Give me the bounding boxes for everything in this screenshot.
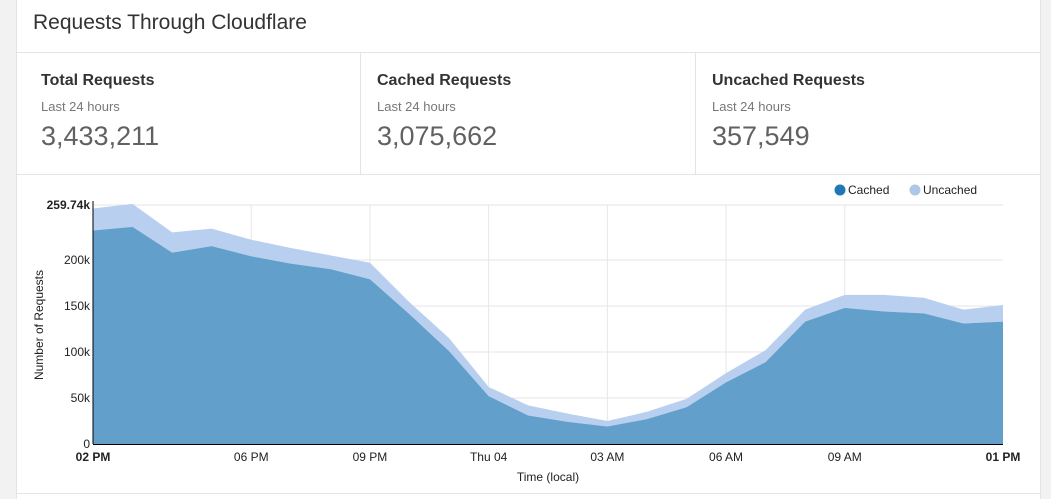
stat-total-requests: Total Requests Last 24 hours 3,433,211 xyxy=(17,53,361,174)
stat-period: Last 24 hours xyxy=(377,99,456,114)
uncached-area xyxy=(93,203,1003,427)
x-tick-label: 09 PM xyxy=(353,450,388,464)
y-tick-label: 150k xyxy=(64,299,91,313)
stat-label: Uncached Requests xyxy=(712,72,865,89)
panel-header: Requests Through Cloudflare xyxy=(17,0,1040,53)
x-axis-label: Time (local) xyxy=(517,470,579,484)
x-tick-label: 06 AM xyxy=(709,450,743,464)
x-tick-label: 03 AM xyxy=(590,450,624,464)
stat-value: 3,075,662 xyxy=(377,121,498,151)
x-tick-label: 01 PM xyxy=(986,450,1021,464)
y-tick-label: 259.74k xyxy=(47,198,91,212)
stat-period: Last 24 hours xyxy=(712,99,791,114)
panel-footer-divider xyxy=(17,493,1040,494)
legend-swatch-cached xyxy=(834,184,846,196)
cached-area xyxy=(93,226,1003,444)
stats-row: Total Requests Last 24 hours 3,433,211 C… xyxy=(17,53,1040,175)
chart-axes: 0 50k 100k 150k 200k 259.74k 02 PM 06 PM 09 PM Th… xyxy=(47,198,1021,464)
legend-label-cached: Cached xyxy=(848,183,889,197)
chart-areas xyxy=(93,203,1003,444)
y-axis-label: Number of Requests xyxy=(32,270,46,380)
x-tick-label: Thu 04 xyxy=(470,450,508,464)
y-tick-label: 100k xyxy=(64,345,91,359)
stat-uncached-requests: Uncached Requests Last 24 hours 357,549 xyxy=(696,53,1040,174)
x-tick-label: 06 PM xyxy=(234,450,269,464)
x-tick-label: 09 AM xyxy=(828,450,862,464)
panel-title: Requests Through Cloudflare xyxy=(33,11,307,34)
stat-value: 3,433,211 xyxy=(41,121,160,151)
legend-label-uncached: Uncached xyxy=(923,183,977,197)
chart-legend: Cached Uncached xyxy=(834,183,977,197)
stat-period: Last 24 hours xyxy=(41,99,120,114)
y-tick-label: 50k xyxy=(71,391,91,405)
stat-label: Total Requests xyxy=(41,72,155,89)
y-tick-label: 200k xyxy=(64,253,91,267)
stat-label: Cached Requests xyxy=(377,72,512,89)
stat-cached-requests: Cached Requests Last 24 hours 3,075,662 xyxy=(361,53,696,174)
x-tick-label: 02 PM xyxy=(76,450,111,464)
legend-swatch-uncached xyxy=(909,184,921,196)
stat-value: 357,549 xyxy=(712,121,810,151)
y-tick-label: 0 xyxy=(83,437,90,451)
